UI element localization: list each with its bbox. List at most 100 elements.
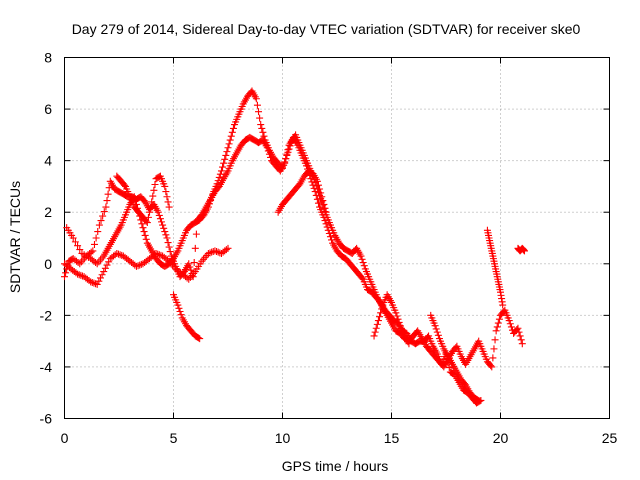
data-point — [322, 220, 330, 228]
data-point — [394, 315, 402, 323]
data-point — [507, 323, 515, 331]
data-point — [257, 121, 265, 129]
data-point — [195, 334, 203, 342]
data-point — [206, 249, 214, 257]
data-point — [224, 144, 232, 152]
data-point — [99, 212, 107, 220]
data-point — [89, 247, 97, 255]
data-point — [279, 164, 286, 172]
data-point — [360, 262, 368, 270]
data-point — [177, 311, 185, 319]
data-point — [74, 270, 82, 278]
data-point — [506, 320, 514, 328]
data-point — [74, 258, 82, 266]
data-point — [165, 243, 173, 251]
data-point — [226, 136, 234, 144]
data-point — [174, 301, 182, 309]
series-track-j — [514, 244, 528, 255]
series-track-a — [61, 133, 485, 407]
data-point — [229, 124, 237, 132]
data-point — [92, 234, 100, 242]
data-point — [222, 151, 230, 159]
data-point — [378, 305, 386, 313]
data-point — [87, 248, 95, 256]
data-point — [158, 218, 166, 226]
data-point — [151, 180, 159, 188]
data-point — [116, 251, 124, 259]
data-point — [495, 315, 503, 323]
data-point — [223, 148, 231, 156]
data-point — [492, 327, 500, 335]
data-point — [493, 323, 501, 331]
data-point — [192, 230, 200, 238]
data-point — [191, 244, 199, 252]
data-point — [159, 221, 167, 229]
data-point — [433, 328, 441, 336]
data-point — [76, 246, 84, 254]
data-point — [132, 262, 140, 270]
data-point — [144, 213, 152, 221]
data-point — [75, 271, 83, 279]
data-point — [213, 180, 221, 188]
data-point — [285, 145, 293, 153]
data-point — [373, 320, 381, 328]
x-tick-label: 0 — [61, 430, 69, 446]
data-point — [100, 208, 108, 216]
data-point — [475, 396, 483, 404]
data-point — [228, 128, 236, 136]
data-point — [214, 177, 222, 185]
data-point — [136, 261, 144, 269]
data-point — [358, 274, 366, 282]
data-point — [283, 151, 291, 159]
x-tick-label: 5 — [170, 430, 178, 446]
data-point — [90, 279, 98, 287]
data-point — [280, 161, 288, 169]
data-point — [134, 262, 142, 270]
data-point — [258, 124, 266, 132]
y-tick-label: 0 — [44, 256, 52, 272]
data-point — [74, 242, 82, 250]
data-point — [149, 192, 157, 200]
data-point — [319, 197, 327, 205]
data-point — [163, 234, 171, 242]
data-point — [216, 170, 224, 178]
data-point — [162, 188, 170, 196]
data-point — [494, 319, 502, 327]
data-point — [374, 317, 382, 325]
data-point — [138, 220, 146, 228]
data-point — [207, 197, 215, 205]
data-point — [95, 277, 103, 285]
data-point — [94, 228, 102, 236]
data-point — [217, 167, 225, 175]
data-point — [316, 185, 324, 193]
data-point — [61, 273, 68, 281]
data-point — [516, 332, 524, 340]
series-track-c — [61, 244, 232, 288]
data-point — [208, 193, 216, 201]
data-point — [175, 304, 183, 312]
data-point — [93, 280, 101, 288]
data-point — [357, 252, 365, 260]
x-tick-label: 15 — [384, 430, 400, 446]
x-axis-title: GPS time / hours — [282, 458, 389, 474]
data-point — [256, 114, 264, 122]
data-point — [434, 331, 442, 339]
series-track-f — [274, 167, 330, 216]
data-point — [97, 217, 105, 225]
data-point — [101, 264, 109, 272]
data-point — [87, 278, 95, 286]
data-point — [205, 200, 213, 208]
data-point — [204, 249, 212, 257]
data-point — [515, 328, 523, 336]
data-point — [518, 340, 526, 348]
data-point — [147, 203, 155, 211]
data-point — [100, 268, 108, 276]
data-point — [222, 246, 230, 254]
data-point — [62, 269, 70, 277]
data-point — [176, 307, 184, 315]
data-point — [143, 219, 151, 227]
data-point — [98, 271, 106, 279]
data-point — [432, 325, 440, 333]
data-point — [487, 362, 495, 370]
